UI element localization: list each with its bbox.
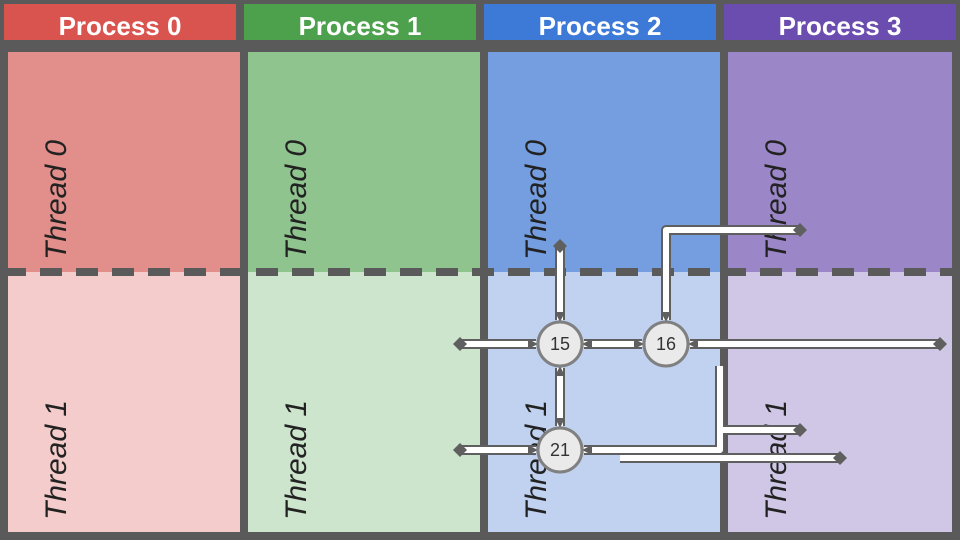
thread-label-p3-t0: Thread 0 (760, 140, 794, 260)
thread-label-p2-t1: Thread 1 (520, 400, 554, 520)
header-label: Process 0 (59, 11, 182, 41)
thread-label-p2-t0: Thread 0 (520, 140, 554, 260)
header-process-2: Process 2 (480, 0, 720, 44)
header-process-1: Process 1 (240, 0, 480, 44)
header-process-3: Process 3 (720, 0, 960, 44)
diagram-stage: Process 0 Process 1 Process 2 Process 3 … (0, 0, 960, 540)
thread-label-p3-t1: Thread 1 (760, 400, 794, 520)
pane-p1-t0 (240, 44, 480, 272)
pane-p3-t0 (720, 44, 960, 272)
thread-label-p0-t1: Thread 1 (40, 400, 74, 520)
pane-p1-t1 (240, 272, 480, 540)
header-process-0: Process 0 (0, 0, 240, 44)
header-label: Process 2 (539, 11, 662, 41)
thread-label-p1-t1: Thread 1 (280, 400, 314, 520)
pane-p0-t0 (0, 44, 240, 272)
pane-p3-t1 (720, 272, 960, 540)
thread-label-p1-t0: Thread 0 (280, 140, 314, 260)
pane-p2-t1 (480, 272, 720, 540)
pane-p2-t0 (480, 44, 720, 272)
thread-label-p0-t0: Thread 0 (40, 140, 74, 260)
header-label: Process 1 (299, 11, 422, 41)
pane-p0-t1 (0, 272, 240, 540)
header-label: Process 3 (779, 11, 902, 41)
